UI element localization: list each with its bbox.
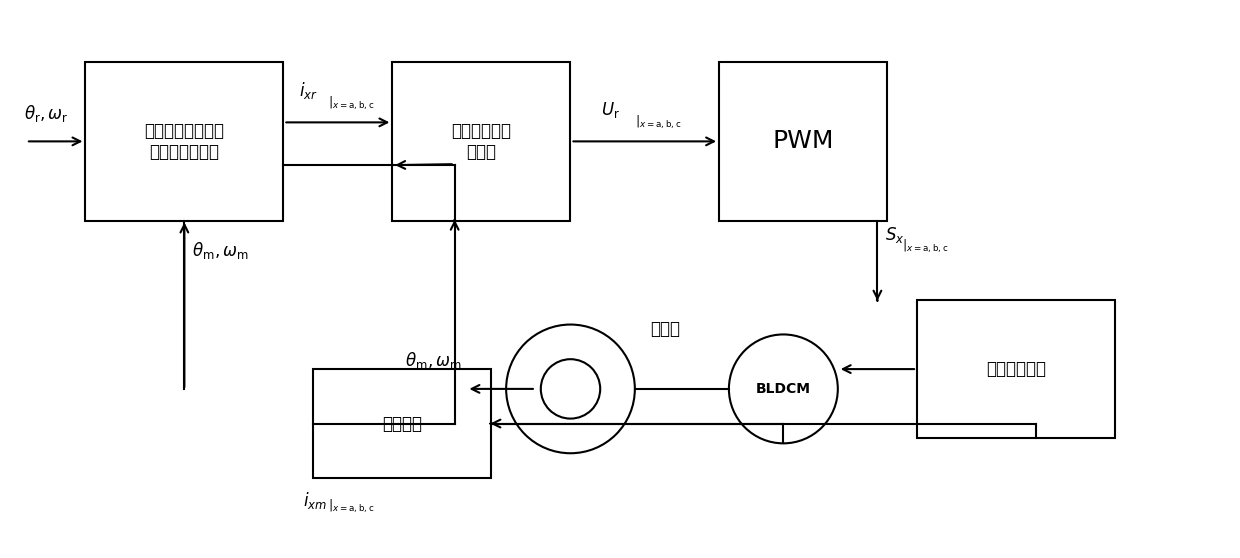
Bar [86,62,284,220]
Circle shape [506,325,635,453]
Text: BLDCM: BLDCM [756,382,811,396]
Text: $|_{x=\mathrm{a,b,c}}$: $|_{x=\mathrm{a,b,c}}$ [903,238,949,255]
Text: $|_{x=\mathrm{a,b,c}}$: $|_{x=\mathrm{a,b,c}}$ [635,114,681,132]
Text: PWM: PWM [773,129,835,153]
Text: 电流测量: 电流测量 [382,415,422,432]
Text: $\theta_{\rm m},\omega_{\rm m}$: $\theta_{\rm m},\omega_{\rm m}$ [192,240,249,261]
Text: $U_{\rm r}$: $U_{\rm r}$ [600,99,620,119]
Text: $\theta_{\rm m},\omega_{\rm m}$: $\theta_{\rm m},\omega_{\rm m}$ [404,350,461,371]
Circle shape [541,359,600,418]
Text: 转速转角同步模型
预测与反演控制: 转速转角同步模型 预测与反演控制 [144,122,224,161]
Text: $i_{xm}$: $i_{xm}$ [304,490,327,511]
Text: 编码器: 编码器 [650,320,680,338]
Bar [719,62,888,220]
Bar [392,62,570,220]
Text: 逆变器和电源: 逆变器和电源 [986,360,1047,378]
Text: $|_{x=\mathrm{a,b,c}}$: $|_{x=\mathrm{a,b,c}}$ [327,498,374,515]
Text: $S_x$: $S_x$ [885,225,905,246]
Text: 电流预测与反
演控制: 电流预测与反 演控制 [451,122,511,161]
Text: $|_{x=\mathrm{a,b,c}}$: $|_{x=\mathrm{a,b,c}}$ [327,95,374,113]
Bar [918,300,1115,439]
Text: $\theta_{\rm r},\omega_{\rm r}$: $\theta_{\rm r},\omega_{\rm r}$ [24,103,68,123]
Text: $i_{xr}$: $i_{xr}$ [299,80,317,100]
Circle shape [729,334,838,444]
Bar [312,369,491,478]
